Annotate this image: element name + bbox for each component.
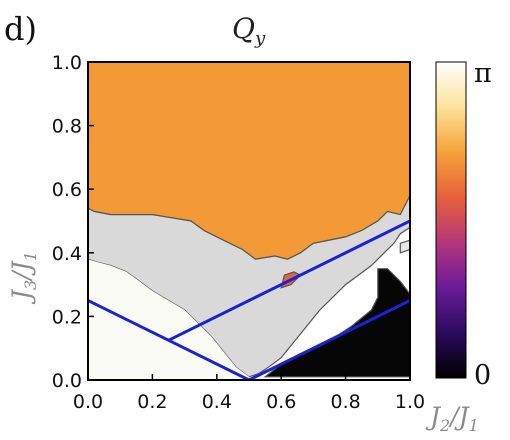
y-tick-label: 1.0 bbox=[52, 52, 82, 74]
x-tick-label: 0.8 bbox=[330, 391, 360, 413]
chart-title: Qy bbox=[232, 12, 266, 49]
x-axis-label: J2/J1 bbox=[425, 402, 479, 435]
y-tick-label: 0.0 bbox=[52, 370, 82, 392]
x-axis-label-part-3: /J bbox=[448, 402, 470, 431]
region-gray-spot bbox=[399, 239, 410, 254]
x-tick-label: 0.2 bbox=[137, 391, 167, 413]
chart-title-subscript: y bbox=[254, 28, 266, 49]
y-tick-label: 0.6 bbox=[52, 179, 82, 201]
x-tick-label: 0.4 bbox=[202, 391, 232, 413]
region-white bbox=[88, 259, 249, 380]
x-axis-label-part-4: 1 bbox=[469, 416, 479, 435]
x-tick-label: 0.6 bbox=[266, 391, 296, 413]
x-axis-label-part-1: J bbox=[425, 402, 442, 431]
x-tick-label: 1.0 bbox=[395, 391, 425, 413]
plot-area bbox=[88, 62, 410, 380]
colorbar bbox=[435, 61, 467, 379]
y-tick-label: 0.4 bbox=[52, 243, 82, 265]
plot-frame bbox=[87, 61, 411, 381]
colorbar-min-label: 0 bbox=[474, 360, 491, 391]
y-axis-label-part-3: /J bbox=[7, 259, 36, 281]
lines-layer bbox=[88, 219, 410, 380]
line-v-right bbox=[248, 299, 410, 380]
y-axis: 0.0 0.2 0.4 0.6 0.8 1.0 bbox=[52, 52, 94, 392]
y-axis-label: J3/J1 bbox=[7, 251, 40, 305]
regions-layer bbox=[88, 62, 410, 380]
y-axis-label-part-1: J bbox=[7, 288, 36, 305]
y-axis-label-part-2: 3 bbox=[21, 280, 40, 290]
line-upper-line bbox=[167, 219, 410, 342]
chart-title-main: Q bbox=[232, 12, 255, 45]
y-tick-label: 0.8 bbox=[52, 116, 82, 138]
y-tick-label: 0.2 bbox=[52, 306, 82, 328]
colorbar-max-label: π bbox=[474, 58, 492, 89]
x-axis: 0.0 0.2 0.4 0.6 0.8 1.0 bbox=[73, 374, 425, 413]
panel-label: d) bbox=[4, 10, 37, 48]
x-tick-label: 0.0 bbox=[73, 391, 103, 413]
x-axis-label-part-2: 2 bbox=[439, 416, 450, 435]
y-axis-label-part-4: 1 bbox=[21, 251, 40, 261]
